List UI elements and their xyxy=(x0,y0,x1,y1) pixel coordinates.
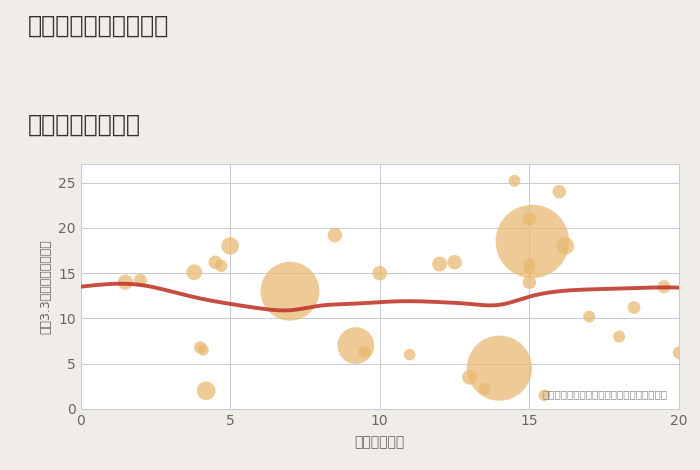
Point xyxy=(225,242,236,250)
Point xyxy=(509,177,520,185)
Point xyxy=(524,265,535,272)
Point xyxy=(554,188,565,196)
Point xyxy=(494,364,505,372)
Y-axis label: 平（3.3㎡）単価（万円）: 平（3.3㎡）単価（万円） xyxy=(39,239,52,334)
Text: 三重県鈴鹿市桜島町の: 三重県鈴鹿市桜島町の xyxy=(28,14,169,38)
X-axis label: 駅距離（分）: 駅距離（分） xyxy=(355,435,405,449)
Point xyxy=(134,277,146,284)
Point xyxy=(197,346,209,354)
Point xyxy=(195,344,206,351)
Point xyxy=(120,278,131,286)
Point xyxy=(374,269,385,277)
Point xyxy=(329,231,340,239)
Point xyxy=(350,342,361,349)
Text: 駅距離別土地価格: 駅距離別土地価格 xyxy=(28,113,141,137)
Point xyxy=(359,348,370,356)
Point xyxy=(216,262,227,270)
Point xyxy=(188,268,199,276)
Point xyxy=(464,374,475,381)
Point xyxy=(449,258,460,266)
Point xyxy=(524,215,535,223)
Point xyxy=(629,304,640,311)
Point xyxy=(613,333,624,340)
Point xyxy=(524,260,535,268)
Point xyxy=(209,258,220,266)
Point xyxy=(284,288,295,295)
Point xyxy=(404,351,415,358)
Text: 円の大きさは、取引のあった物件面積を示す: 円の大きさは、取引のあった物件面積を示す xyxy=(542,389,667,399)
Point xyxy=(201,387,212,394)
Point xyxy=(584,313,595,321)
Point xyxy=(479,385,490,393)
Point xyxy=(524,278,535,286)
Point xyxy=(434,260,445,268)
Point xyxy=(659,283,670,290)
Point xyxy=(527,238,538,245)
Point xyxy=(560,242,571,250)
Point xyxy=(673,349,685,357)
Point xyxy=(539,392,550,399)
